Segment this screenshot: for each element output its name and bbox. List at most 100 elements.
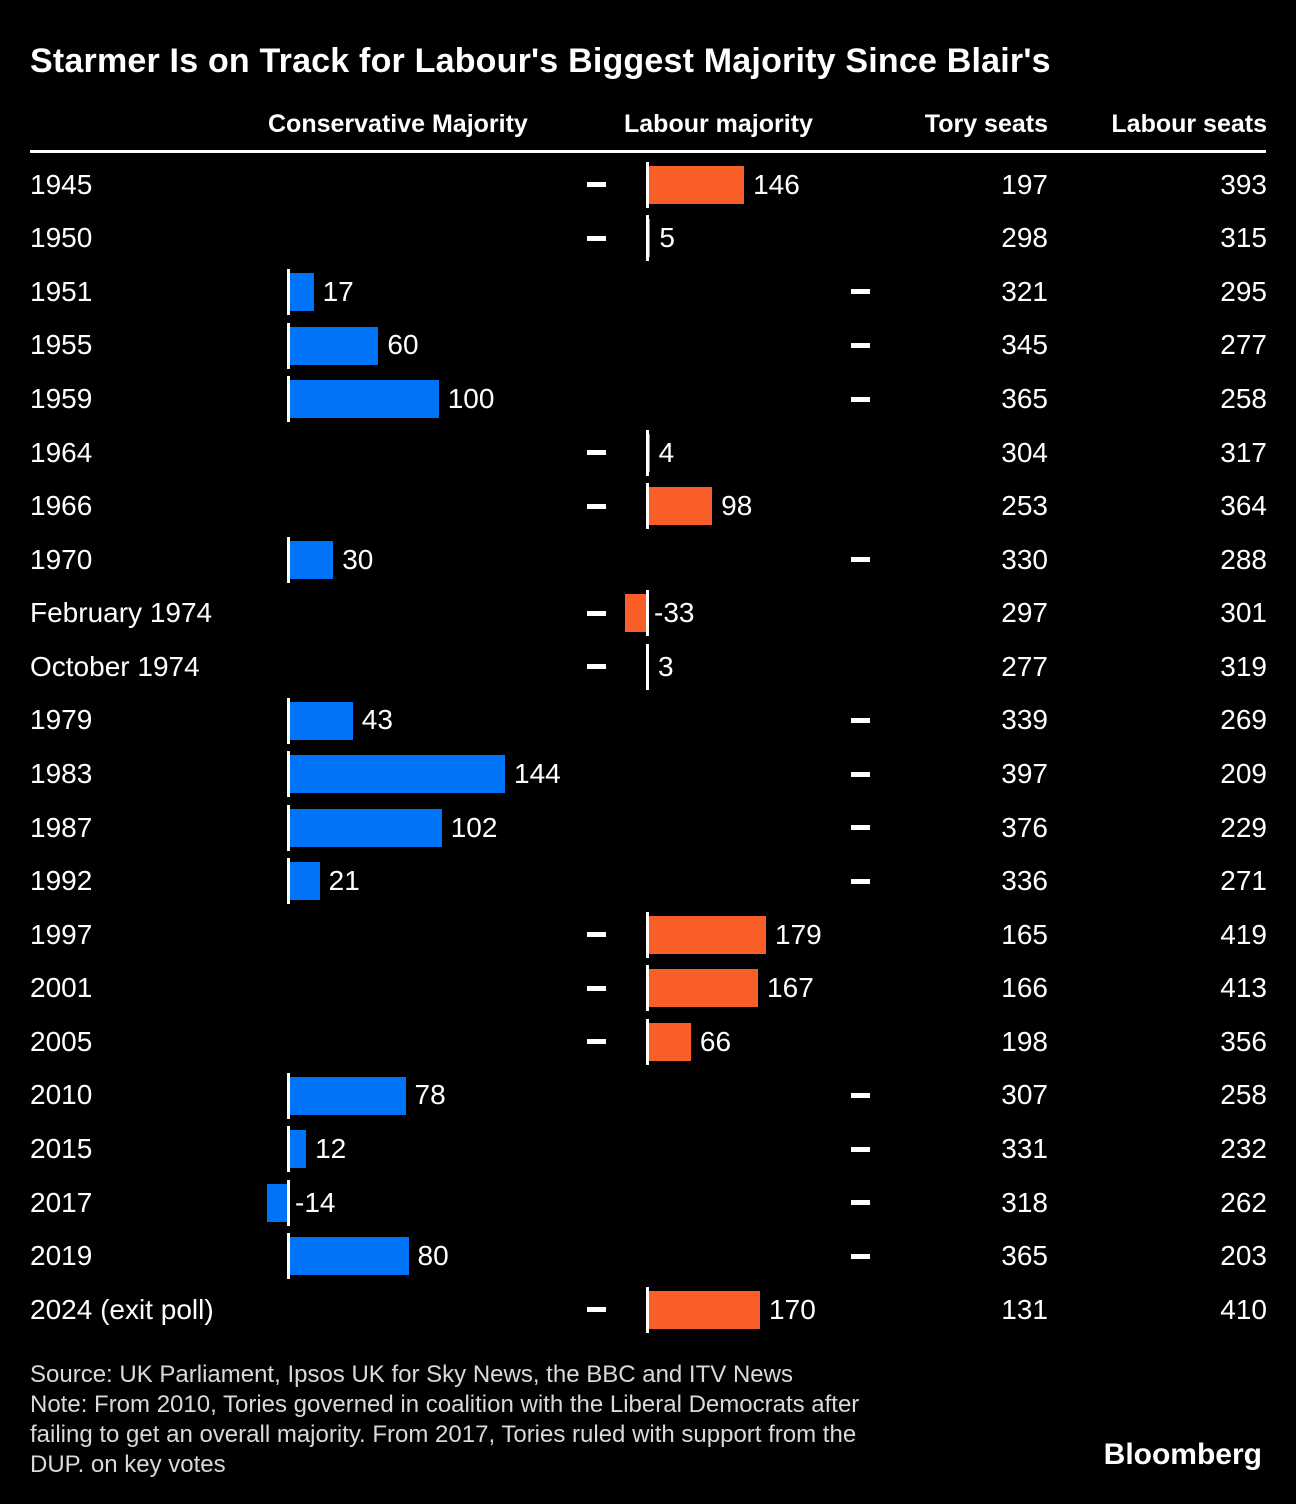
tory-seats-value: 376 [1001, 811, 1048, 843]
table-row: 2017 -14 318 262 [0, 1176, 1296, 1230]
row-year-label: 1992 [30, 865, 93, 897]
table-row: 1950 5 298 315 [0, 212, 1296, 266]
labour-seats-value: 356 [1220, 1025, 1267, 1057]
no-labour-majority-dash [851, 878, 870, 884]
labour-majority-value-label: 5 [659, 222, 675, 254]
labour-majority-value-label: 179 [775, 918, 822, 950]
tory-seats-value: 365 [1001, 1240, 1048, 1272]
no-labour-majority-dash [851, 396, 870, 402]
tory-seats-value: 307 [1001, 1079, 1048, 1111]
labour-majority-value-label: 66 [699, 1025, 732, 1057]
bloomberg-logo: Bloomberg [1103, 1438, 1262, 1471]
labour-axis-tick [646, 429, 649, 476]
labour-seats-value: 277 [1220, 329, 1267, 361]
table-row: 1951 17 321 295 [0, 265, 1296, 319]
row-year-label: 2024 (exit poll) [30, 1293, 214, 1325]
labour-seats-value: 269 [1220, 704, 1267, 736]
labour-majority-value-label: 3 [657, 650, 674, 682]
labour-seats-value: 262 [1220, 1186, 1267, 1218]
labour-seats-value: 419 [1220, 918, 1267, 950]
conservative-majority-value-label: 60 [387, 329, 419, 361]
table-row: 1997 179 165 419 [0, 908, 1296, 962]
no-conservative-majority-dash [587, 503, 606, 509]
conservative-majority-value-label: 43 [361, 704, 393, 736]
conservative-majority-value-label: 78 [414, 1079, 446, 1111]
no-conservative-majority-dash [587, 1039, 606, 1045]
labour-axis-tick [646, 483, 649, 530]
chart-rows: 1945 146 197 393 1950 5 298 315 1951 17 321 295 1955… [0, 161, 1296, 1333]
conservative-majority-value-label: 100 [447, 383, 495, 415]
table-row: 1970 30 330 288 [0, 533, 1296, 587]
row-year-label: 1983 [30, 758, 93, 790]
no-conservative-majority-dash [587, 664, 606, 670]
no-conservative-majority-dash [587, 932, 606, 938]
tory-seats-value: 298 [1001, 222, 1048, 254]
no-conservative-majority-dash [587, 1307, 606, 1313]
tory-seats-value: 253 [1001, 490, 1048, 522]
note-line: failing to get an overall majority. From… [30, 1421, 857, 1448]
table-row: 2015 12 331 232 [0, 1122, 1296, 1176]
tory-seats-value: 336 [1001, 865, 1048, 897]
conservative-majority-value-label: 12 [315, 1133, 347, 1165]
labour-seats-value: 301 [1220, 597, 1267, 629]
table-row: October 1974 3 277 319 [0, 640, 1296, 694]
row-year-label: 1964 [30, 436, 93, 468]
tory-seats-value: 345 [1001, 329, 1048, 361]
row-year-label: 1987 [30, 811, 93, 843]
table-row: 2005 66 198 356 [0, 1015, 1296, 1069]
labour-seats-value: 295 [1220, 275, 1267, 307]
no-conservative-majority-dash [587, 450, 606, 456]
column-header-labour-majority: Labour majority [624, 110, 813, 138]
column-header-tory-seats: Tory seats [924, 110, 1048, 138]
chart-title: Starmer Is on Track for Labour's Biggest… [30, 42, 1051, 80]
labour-majority-value-label: 98 [721, 490, 753, 522]
conservative-axis-tick [287, 858, 290, 905]
row-year-label: 2010 [30, 1079, 93, 1111]
row-year-label: 1966 [30, 490, 93, 522]
conservative-axis-tick [287, 1126, 290, 1173]
row-year-label: 1979 [30, 704, 93, 736]
labour-majority-value-label: 4 [658, 436, 675, 468]
source-line: Source: UK Parliament, Ipsos UK for Sky … [30, 1361, 793, 1388]
no-labour-majority-dash [851, 1253, 870, 1259]
conservative-axis-tick [287, 268, 290, 315]
labour-seats-value: 364 [1220, 490, 1267, 522]
labour-axis-tick [646, 590, 649, 637]
labour-seats-value: 271 [1220, 865, 1267, 897]
no-conservative-majority-dash [587, 610, 606, 616]
row-year-label: 1970 [30, 543, 93, 575]
conservative-majority-bar [288, 1130, 307, 1169]
labour-seats-value: 203 [1220, 1240, 1267, 1272]
labour-seats-value: 209 [1220, 758, 1267, 790]
tory-seats-value: 166 [1001, 972, 1048, 1004]
row-year-label: 2005 [30, 1025, 93, 1057]
conservative-majority-bar [288, 272, 314, 311]
table-row: 1959 100 365 258 [0, 372, 1296, 426]
conservative-axis-tick [287, 376, 290, 423]
tory-seats-value: 197 [1001, 168, 1048, 200]
labour-seats-value: 315 [1220, 222, 1267, 254]
row-year-label: 2015 [30, 1133, 93, 1165]
no-labour-majority-dash [851, 718, 870, 723]
table-row: 1955 60 345 277 [0, 319, 1296, 373]
labour-seats-value: 410 [1220, 1293, 1267, 1325]
column-header-labour-seats: Labour seats [1111, 110, 1267, 138]
no-labour-majority-dash [851, 343, 870, 348]
table-row: 2010 78 307 258 [0, 1069, 1296, 1123]
row-year-label: 1959 [30, 383, 93, 415]
table-row: 1983 144 397 209 [0, 747, 1296, 801]
conservative-majority-value-label: 17 [322, 275, 354, 307]
conservative-axis-tick [287, 804, 290, 851]
conservative-majority-value-label: 80 [417, 1240, 449, 1272]
labour-majority-value-label: -33 [654, 597, 695, 629]
conservative-axis-tick [287, 1072, 290, 1119]
no-conservative-majority-dash [587, 235, 606, 241]
labour-axis-tick [646, 215, 649, 262]
tory-seats-value: 331 [1001, 1133, 1048, 1165]
tory-seats-value: 297 [1001, 597, 1048, 629]
labour-axis-tick [646, 911, 649, 958]
note-line: Note: From 2010, Tories governed in coal… [30, 1391, 860, 1418]
conservative-majority-value-label: 102 [450, 811, 498, 843]
conservative-majority-bar [288, 808, 442, 847]
conservative-axis-tick [287, 697, 290, 744]
